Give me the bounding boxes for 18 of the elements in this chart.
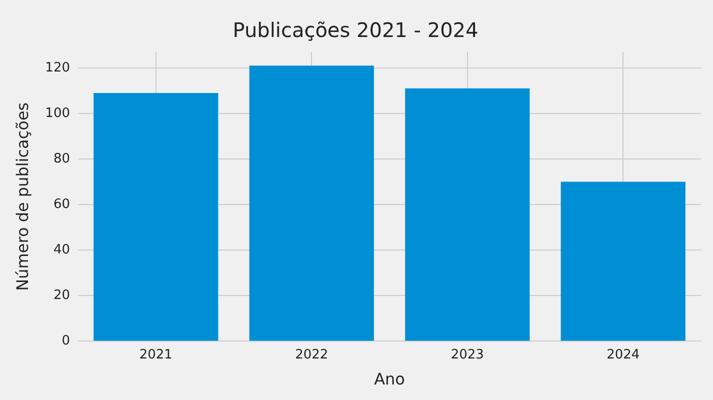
bar <box>405 88 530 341</box>
x-tick-label: 2021 <box>139 347 172 362</box>
y-axis-title: Número de publicações <box>12 102 32 291</box>
bar <box>94 92 218 341</box>
y-tick-label: 60 <box>53 196 70 212</box>
x-tick-label: 2024 <box>606 347 640 362</box>
x-tick-label: 2023 <box>450 347 484 362</box>
y-tick-label: 40 <box>53 242 70 258</box>
x-axis-title: Ano <box>374 370 405 389</box>
y-tick-label: 0 <box>62 334 70 349</box>
x-tick-label: 2022 <box>295 347 328 362</box>
bar <box>560 182 686 341</box>
chart-title: Publicações 2021 - 2024 <box>232 18 478 42</box>
y-tick-label: 20 <box>53 288 70 304</box>
y-tick-label: 80 <box>53 151 70 166</box>
y-tick-label: 100 <box>45 106 70 121</box>
bar <box>249 66 374 341</box>
y-tick-label: 120 <box>45 60 70 76</box>
